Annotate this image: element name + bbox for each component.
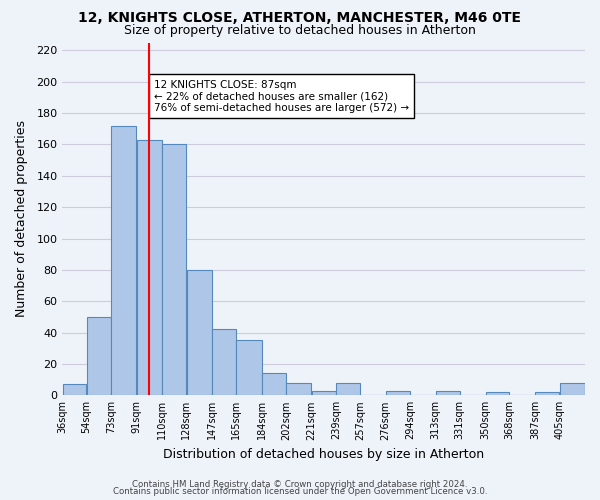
Bar (262, 374, 286, 396)
Y-axis label: Number of detached properties: Number of detached properties (15, 120, 28, 318)
Bar (386, 390, 410, 396)
Bar (436, 390, 460, 396)
Text: 12, KNIGHTS CLOSE, ATHERTON, MANCHESTER, M46 0TE: 12, KNIGHTS CLOSE, ATHERTON, MANCHESTER,… (79, 12, 521, 26)
Text: Contains public sector information licensed under the Open Government Licence v3: Contains public sector information licen… (113, 488, 487, 496)
Text: 12 KNIGHTS CLOSE: 87sqm
← 22% of detached houses are smaller (162)
76% of semi-d: 12 KNIGHTS CLOSE: 87sqm ← 22% of detache… (154, 80, 409, 112)
Bar (137, 140, 162, 396)
Bar (62, 384, 86, 396)
Bar (111, 126, 136, 396)
Bar (87, 317, 110, 396)
Bar (560, 383, 585, 396)
Bar (163, 144, 186, 396)
Bar (535, 392, 559, 396)
Bar (485, 392, 509, 396)
Bar (336, 383, 360, 396)
Text: Size of property relative to detached houses in Atherton: Size of property relative to detached ho… (124, 24, 476, 37)
Text: Contains HM Land Registry data © Crown copyright and database right 2024.: Contains HM Land Registry data © Crown c… (132, 480, 468, 489)
Bar (212, 330, 236, 396)
Bar (312, 390, 335, 396)
Bar (187, 270, 212, 396)
Bar (236, 340, 262, 396)
Bar (286, 383, 311, 396)
X-axis label: Distribution of detached houses by size in Atherton: Distribution of detached houses by size … (163, 448, 484, 461)
